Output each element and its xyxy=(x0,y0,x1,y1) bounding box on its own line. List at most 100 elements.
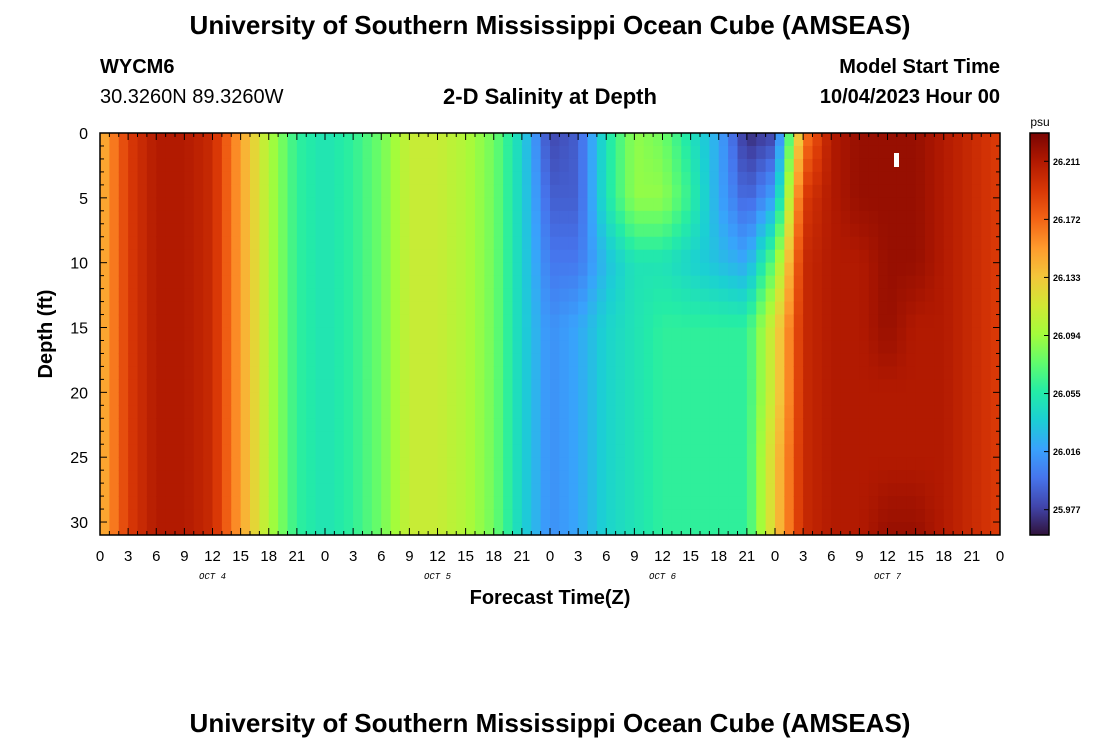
heatmap-cell xyxy=(409,262,420,277)
heatmap-cell xyxy=(821,158,832,173)
heatmap-cell xyxy=(756,184,767,199)
heatmap-cell xyxy=(156,314,167,329)
heatmap-cell xyxy=(521,184,532,199)
heatmap-cell xyxy=(456,496,467,510)
heatmap-cell xyxy=(718,301,729,316)
heatmap-cell xyxy=(278,470,289,484)
heatmap-cell xyxy=(990,171,1000,186)
heatmap-cell xyxy=(868,353,879,368)
heatmap-cell xyxy=(559,509,570,523)
heatmap-cell xyxy=(709,275,720,290)
heatmap-cell xyxy=(334,158,345,173)
heatmap-cell xyxy=(831,171,842,186)
heatmap-cell xyxy=(484,197,495,212)
heatmap-cell xyxy=(137,314,148,329)
heatmap-cell xyxy=(278,444,289,458)
heatmap-cell xyxy=(803,353,814,368)
heatmap-cell xyxy=(175,392,185,406)
heatmap-cell xyxy=(156,249,167,264)
heatmap-cell xyxy=(540,379,551,393)
heatmap-cell xyxy=(981,171,992,186)
heatmap-cell xyxy=(700,275,710,290)
heatmap-cell xyxy=(437,392,448,406)
heatmap-cell xyxy=(231,509,242,523)
heatmap-cell xyxy=(146,275,157,290)
heatmap-cell xyxy=(128,405,139,419)
heatmap-cell xyxy=(831,236,842,251)
heatmap-cell xyxy=(109,496,120,510)
heatmap-cell xyxy=(906,145,917,160)
heatmap-cell xyxy=(756,470,767,484)
heatmap-cell xyxy=(765,262,776,277)
heatmap-cell xyxy=(268,262,279,277)
heatmap-cell xyxy=(531,288,542,303)
heatmap-cell xyxy=(287,366,298,380)
heatmap-cell xyxy=(662,483,673,497)
heatmap-cell xyxy=(718,431,729,445)
heatmap-cell xyxy=(700,249,710,264)
heatmap-cell xyxy=(896,327,907,342)
heatmap-cell xyxy=(821,249,832,264)
heatmap-cell xyxy=(118,171,129,186)
heatmap-cell xyxy=(550,223,560,238)
heatmap-cell xyxy=(568,405,579,419)
heatmap-cell xyxy=(128,444,139,458)
heatmap-cell xyxy=(915,314,926,329)
heatmap-cell xyxy=(606,301,617,316)
heatmap-cell xyxy=(175,379,185,393)
heatmap-cell xyxy=(484,249,495,264)
heatmap-cell xyxy=(550,249,560,264)
heatmap-cell xyxy=(634,405,645,419)
heatmap-cell xyxy=(184,249,195,264)
heatmap-cell xyxy=(446,197,457,212)
heatmap-cell xyxy=(203,353,214,368)
heatmap-cell xyxy=(625,444,635,458)
heatmap-cell xyxy=(793,314,804,329)
heatmap-cell xyxy=(896,133,907,147)
heatmap-cell xyxy=(821,327,832,342)
heatmap-cell xyxy=(184,223,195,238)
heatmap-cell xyxy=(100,275,110,290)
heatmap-cell xyxy=(587,145,598,160)
heatmap-cell xyxy=(550,392,560,406)
heatmap-cell xyxy=(709,366,720,380)
heatmap-cell xyxy=(615,353,626,368)
heatmap-cell xyxy=(550,327,560,342)
heatmap-cell xyxy=(568,262,579,277)
heatmap-cell xyxy=(671,133,682,147)
heatmap-cell xyxy=(493,379,504,393)
heatmap-cell xyxy=(971,340,982,355)
heatmap-cell xyxy=(484,288,495,303)
heatmap-cell xyxy=(409,366,420,380)
heatmap-cell xyxy=(278,314,289,329)
heatmap-cell xyxy=(418,275,429,290)
heatmap-cell xyxy=(465,275,476,290)
heatmap-cell xyxy=(503,509,514,523)
heatmap-cell xyxy=(540,366,551,380)
heatmap-cell xyxy=(296,184,307,199)
heatmap-cell xyxy=(925,522,935,535)
heatmap-cell xyxy=(643,288,654,303)
heatmap-cell xyxy=(634,522,645,535)
heatmap-cell xyxy=(503,340,514,355)
heatmap-cell xyxy=(915,470,926,484)
heatmap-cell xyxy=(587,171,598,186)
heatmap-cell xyxy=(334,392,345,406)
heatmap-cell xyxy=(775,184,785,199)
heatmap-cell xyxy=(381,379,392,393)
heatmap-cell xyxy=(953,470,964,484)
heatmap-cell xyxy=(418,133,429,147)
heatmap-cell xyxy=(493,145,504,160)
heatmap-cell xyxy=(512,262,523,277)
heatmap-cell xyxy=(521,405,532,419)
heatmap-cell xyxy=(943,223,954,238)
heatmap-cell xyxy=(971,392,982,406)
heatmap-cell xyxy=(240,327,251,342)
heatmap-cell xyxy=(296,197,307,212)
heatmap-cell xyxy=(887,392,898,406)
heatmap-cell xyxy=(906,171,917,186)
heatmap-cell xyxy=(615,158,626,173)
heatmap-cell xyxy=(184,392,195,406)
heatmap-cell xyxy=(596,197,607,212)
